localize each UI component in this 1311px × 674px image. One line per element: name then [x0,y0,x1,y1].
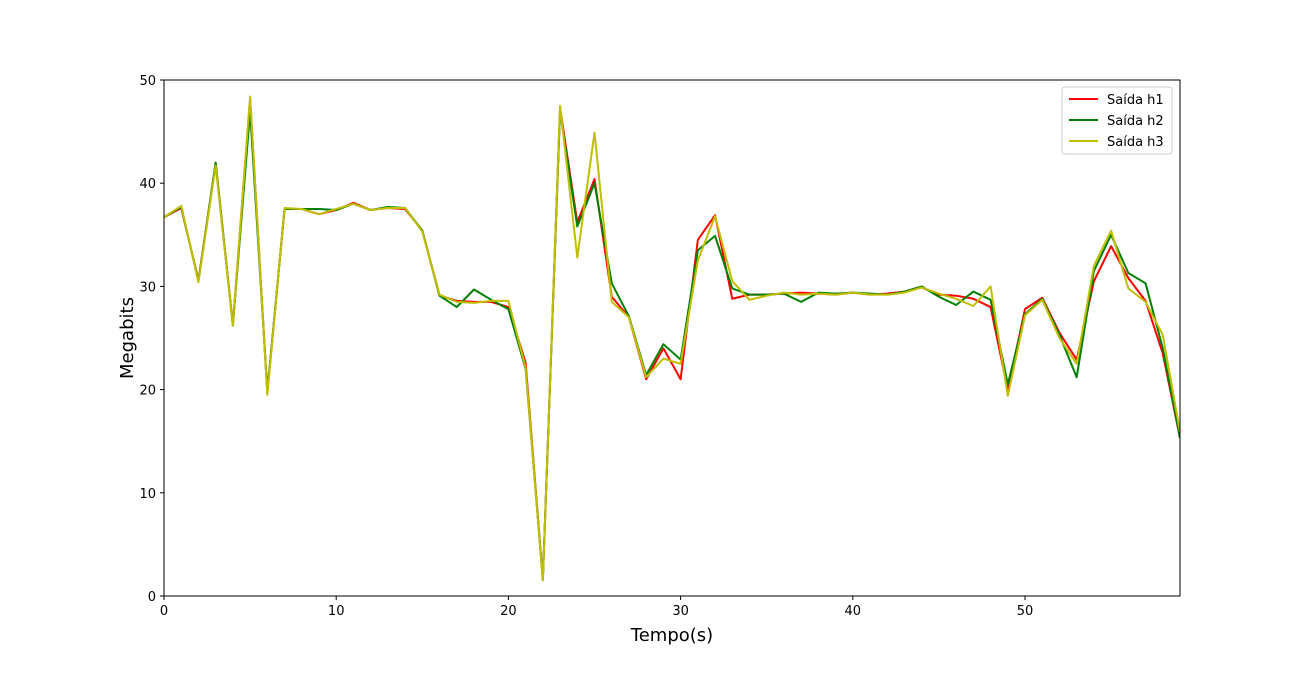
legend-label-h1: Saída h1 [1107,93,1164,108]
y-tick-label: 0 [148,590,156,605]
x-tick-label: 40 [845,604,862,619]
x-tick-label: 20 [500,604,517,619]
y-tick-label: 40 [139,177,156,192]
plot-frame [163,79,1181,597]
plot-area [164,95,1180,582]
legend-label-h2: Saída h2 [1107,114,1164,129]
x-tick-label: 10 [328,604,345,619]
x-tick-label: 50 [1017,604,1034,619]
y-tick-label: 10 [139,487,156,502]
y-tick-label: 30 [139,280,156,295]
y-tick-label: 20 [139,384,156,399]
y-tick-label: 50 [139,74,156,89]
series-line-h3 [164,95,1180,582]
x-tick-label: 30 [672,604,689,619]
legend-label-h3: Saída h3 [1107,135,1164,150]
x-axis-title: Tempo(s) [630,625,713,646]
series-line-h1 [164,97,1180,581]
legend-box [1061,86,1173,155]
y-axis-title: Megabits [117,297,138,379]
axes: 0 10 20 30 40 50 0 10 20 30 40 50 [139,74,1181,619]
series-line-h2 [164,109,1180,581]
legend: Saída h1 Saída h2 Saída h3 [1061,86,1173,155]
x-tick-label: 0 [160,604,168,619]
